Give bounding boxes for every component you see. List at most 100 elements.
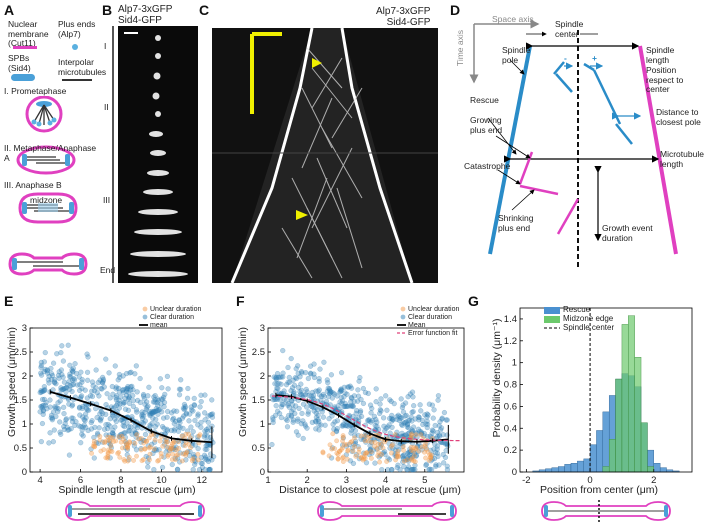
f-point-unclear (320, 449, 326, 455)
e-point-clear (139, 413, 145, 419)
e-point-clear (120, 399, 126, 405)
legend-f-clear: Clear duration (408, 314, 452, 321)
f-ytick-label: 1.5 (252, 395, 265, 406)
f-point-clear (318, 397, 324, 403)
e-point-clear (137, 375, 143, 382)
g-rescue-bar (596, 430, 604, 473)
f-point-clear (272, 381, 278, 387)
e-point-clear (64, 384, 70, 391)
f-point-clear (334, 426, 340, 432)
legend-g-rescue: Rescue (563, 305, 591, 314)
f-point-clear (407, 391, 413, 397)
f-point-clear (288, 356, 294, 362)
f-point-clear (412, 467, 418, 473)
f-point-clear (373, 399, 379, 405)
f-point-unclear (428, 454, 434, 460)
f-point-clear (360, 385, 366, 392)
f-point-clear (304, 389, 310, 395)
f-point-unclear (344, 456, 350, 462)
e-point-unclear (170, 451, 176, 457)
f-point-clear (412, 462, 418, 468)
f-point-clear (355, 387, 361, 393)
legend-e-mean: mean (150, 322, 168, 329)
e-point-clear (65, 342, 71, 348)
e-point-unclear (169, 445, 175, 451)
e-point-clear (174, 466, 181, 472)
e-point-clear (78, 369, 84, 375)
g-ytick-label: 0.4 (504, 423, 517, 434)
e-point-clear (125, 407, 132, 413)
f-point-unclear (394, 453, 400, 459)
e-point-clear (196, 467, 203, 473)
legend-g-midzone: Midzone edge (563, 314, 614, 323)
e-point-clear (178, 377, 184, 383)
g-rescue-bar (577, 460, 584, 473)
e-point-clear (157, 406, 163, 413)
space-axis-label: Space axis (492, 14, 534, 24)
e-point-clear (91, 455, 97, 461)
e-point-clear (96, 393, 102, 399)
f-point-clear (274, 381, 280, 387)
cell-schematics (8, 96, 88, 276)
f-point-clear (431, 407, 437, 413)
f-xtick-label: 4 (383, 475, 388, 486)
e-point-clear (58, 350, 64, 356)
e-point-unclear (143, 438, 149, 444)
f-point-clear (337, 388, 344, 394)
e-point-clear (94, 390, 100, 396)
f-point-clear (289, 409, 295, 415)
f-ytick-label: 2 (260, 371, 265, 382)
f-point-clear (398, 396, 404, 402)
f-point-clear (334, 418, 341, 424)
e-point-unclear (117, 454, 123, 460)
f-point-clear (399, 430, 405, 436)
e-point-unclear (136, 436, 141, 442)
e-point-clear (72, 361, 78, 367)
f-point-clear (285, 379, 291, 385)
e-point-clear (84, 369, 91, 375)
e-point-clear (209, 397, 215, 403)
e-point-clear (120, 373, 126, 379)
g-midzone-bar (647, 466, 654, 473)
f-point-clear (379, 467, 385, 473)
e-point-clear (44, 406, 50, 412)
f-point-unclear (392, 432, 398, 438)
f-point-clear (277, 397, 283, 403)
e-point-clear (41, 368, 47, 375)
f-point-clear (394, 444, 400, 450)
f-point-clear (325, 394, 332, 400)
f-point-clear (320, 391, 326, 398)
spindle-center-label: Spindle center (555, 19, 584, 39)
e-point-clear (83, 424, 89, 431)
f-point-clear (435, 453, 441, 460)
legend-f-mean: Mean (408, 322, 426, 329)
e-point-clear (59, 343, 65, 349)
e-point-clear (153, 446, 159, 452)
f-point-unclear (356, 449, 362, 455)
f-point-clear (358, 413, 365, 420)
e-point-clear (175, 428, 182, 434)
e-point-clear (107, 416, 113, 422)
f-point-unclear (359, 455, 364, 461)
e-point-unclear (105, 434, 111, 440)
e-point-clear (49, 415, 56, 421)
f-point-clear (441, 460, 447, 466)
f-point-unclear (423, 446, 429, 452)
f-point-unclear (368, 449, 374, 455)
e-point-clear (152, 397, 158, 403)
mt-length-label: Microtubule length (660, 149, 704, 169)
e-point-clear (66, 401, 72, 407)
f-point-clear (384, 407, 390, 413)
e-point-unclear (160, 443, 166, 449)
e-point-unclear (186, 441, 192, 447)
e-point-clear (198, 392, 204, 398)
f-point-unclear (330, 431, 336, 437)
f-point-unclear (358, 454, 364, 460)
e-point-clear (66, 452, 73, 458)
f-point-clear (298, 421, 304, 427)
time-axis-label: Time axis (455, 30, 465, 67)
f-point-clear (305, 375, 311, 382)
e-point-clear (155, 411, 161, 417)
f-point-clear (316, 376, 322, 382)
panel-label-a: A (4, 2, 15, 18)
